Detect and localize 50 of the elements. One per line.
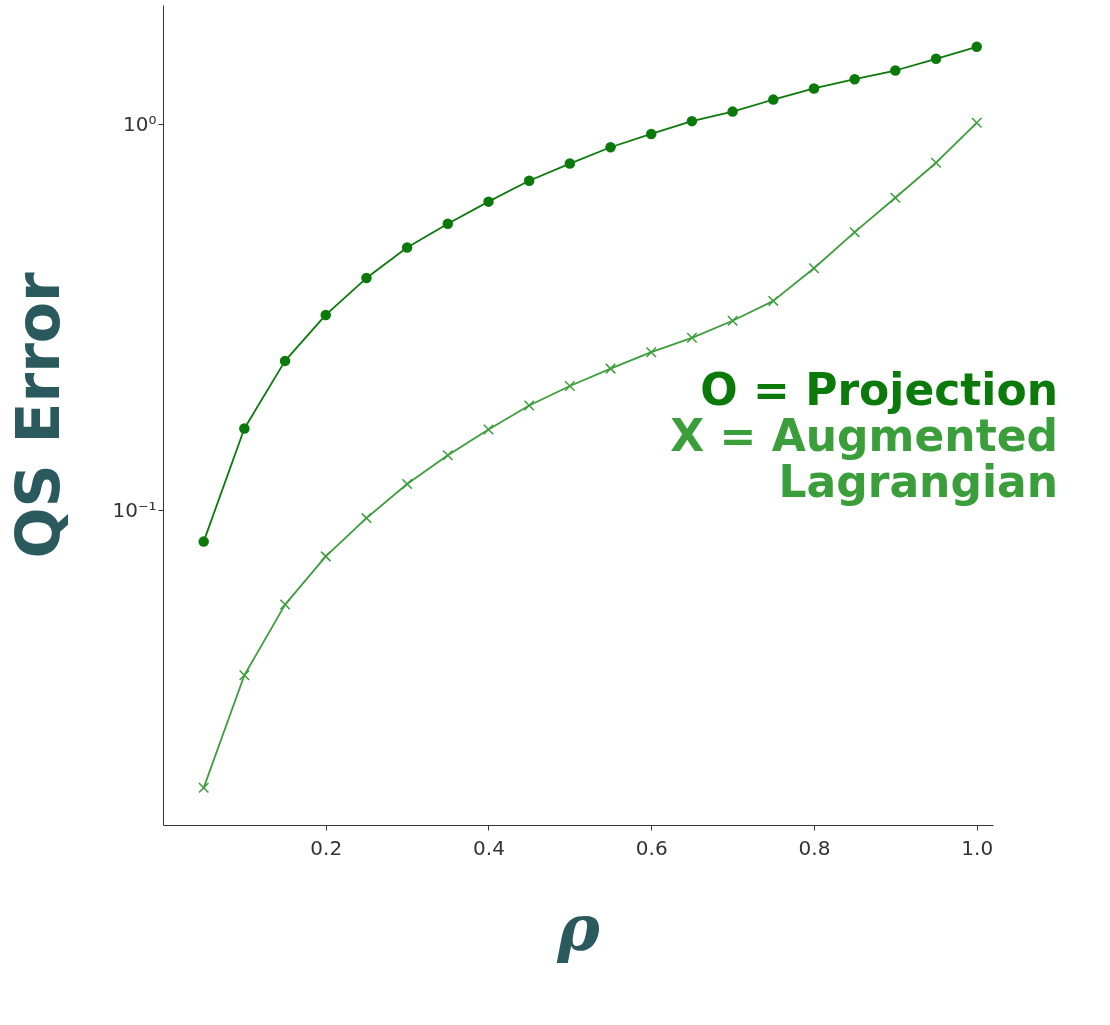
x-tick-label: 0.6 xyxy=(635,835,668,860)
point xyxy=(442,449,454,461)
point xyxy=(686,115,698,127)
point xyxy=(971,117,983,129)
point xyxy=(320,309,331,321)
point xyxy=(971,41,982,52)
point xyxy=(727,315,739,327)
point xyxy=(645,128,657,140)
point xyxy=(564,380,576,392)
point xyxy=(808,83,820,94)
y-tick-label: 10⁻¹ xyxy=(112,497,157,522)
x-tick-label: 1.0 xyxy=(961,835,994,860)
point xyxy=(198,782,210,794)
point xyxy=(605,363,617,375)
point xyxy=(849,74,860,85)
point xyxy=(238,669,250,681)
point xyxy=(401,478,413,490)
point xyxy=(767,295,779,307)
point xyxy=(523,399,535,411)
point xyxy=(768,94,779,105)
point xyxy=(239,423,250,434)
point xyxy=(564,158,576,169)
point xyxy=(930,157,942,169)
text: O = Projection xyxy=(700,364,1058,416)
x-tick-label: 0.4 xyxy=(473,835,505,860)
x-tick-label: 0.8 xyxy=(798,835,831,860)
point xyxy=(483,424,494,436)
point xyxy=(605,142,616,153)
point xyxy=(320,550,332,562)
point xyxy=(523,175,535,186)
point xyxy=(727,106,738,117)
x-axis-title: ρ xyxy=(556,889,601,965)
point xyxy=(401,242,413,253)
point xyxy=(361,272,372,284)
point xyxy=(808,262,820,274)
y-tick-label: 10⁰ xyxy=(123,111,157,136)
point xyxy=(686,332,698,344)
x-tick-label: 0.2 xyxy=(310,835,343,860)
point xyxy=(360,512,372,524)
y-axis-title: QS Error xyxy=(3,272,74,559)
point xyxy=(198,536,209,547)
point xyxy=(889,192,901,204)
point xyxy=(645,346,657,358)
point xyxy=(279,355,291,367)
point xyxy=(890,65,901,76)
point xyxy=(442,218,454,229)
point xyxy=(279,599,291,611)
point xyxy=(930,53,942,65)
point xyxy=(483,196,494,207)
point xyxy=(849,226,861,238)
